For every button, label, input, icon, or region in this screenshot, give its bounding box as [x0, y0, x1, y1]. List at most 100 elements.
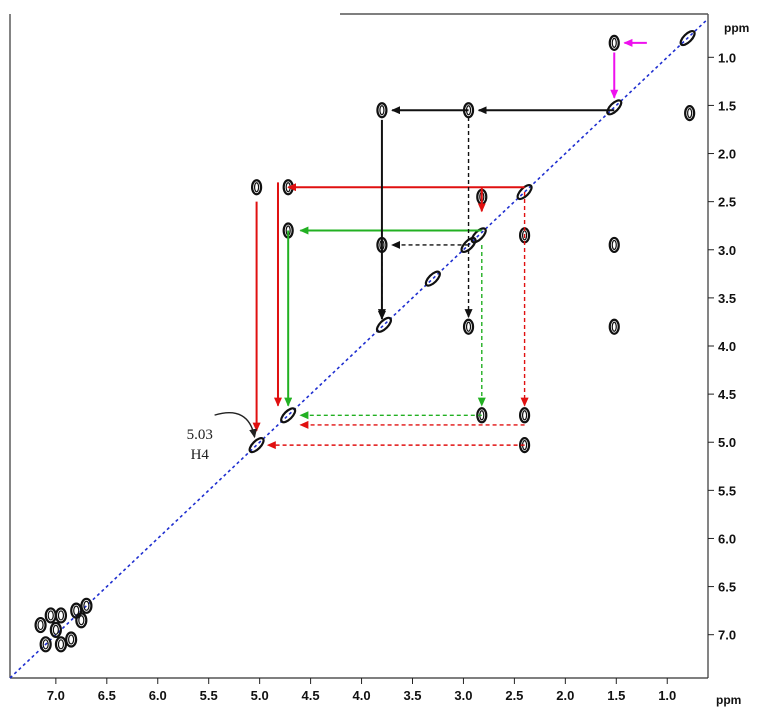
diagonal-peak — [460, 236, 477, 254]
x-tick-label: 1.0 — [658, 688, 676, 703]
peak-contour-inner — [521, 410, 528, 421]
peak-contour-inner — [68, 634, 75, 645]
peak-contour-inner — [73, 605, 80, 616]
peak-contour-inner — [52, 624, 59, 635]
peak-contour-outer — [248, 437, 265, 454]
peak-contour-outer — [75, 612, 88, 629]
peak-contour-outer — [608, 318, 620, 335]
aromatic-peak — [70, 602, 83, 619]
y-tick-label: 4.5 — [718, 387, 736, 402]
y-tick-label: 2.0 — [718, 147, 736, 162]
peak-contour-outer — [608, 34, 620, 51]
peak-contour-outer — [65, 631, 78, 648]
aromatic-peak — [34, 616, 47, 634]
y-tick-label: 1.5 — [718, 98, 736, 113]
peak-contour-outer — [375, 316, 393, 333]
annotation-arrow — [214, 412, 258, 439]
peak-contour-outer — [376, 102, 388, 119]
x-tick-label: 5.0 — [251, 688, 269, 703]
peak-contour-inner — [611, 239, 617, 251]
x-tick-label: 4.5 — [302, 688, 320, 703]
y-tick-label: 3.5 — [718, 291, 736, 306]
peak-contour-outer — [34, 616, 47, 634]
y-tick-label: 2.5 — [718, 195, 736, 210]
y-tick-label: 6.5 — [718, 580, 736, 595]
peak-contour-outer — [679, 29, 696, 47]
peak-contour-outer — [518, 437, 531, 454]
peak-contour-outer — [462, 318, 475, 335]
peak-contour-outer — [460, 236, 477, 254]
diagonal-peak — [424, 270, 441, 287]
cross-peak — [518, 407, 531, 424]
peak-contour-outer — [608, 236, 620, 254]
annotation-label: H4 — [191, 447, 210, 463]
diagonal-peak — [375, 316, 393, 333]
y-tick-label: 6.0 — [718, 531, 736, 546]
aromatic-peak — [49, 621, 62, 638]
cross-peak — [684, 105, 696, 122]
cross-peak — [250, 179, 263, 196]
x-tick-label: 4.0 — [353, 688, 371, 703]
y-unit-label: ppm — [724, 21, 749, 35]
diagonal-peak — [248, 437, 265, 454]
peak-contour-outer — [476, 407, 488, 424]
peak-contour-outer — [39, 636, 52, 653]
peak-contour-outer — [684, 105, 696, 122]
annotation-value: 5.03 — [187, 427, 213, 443]
aromatic-peak — [39, 636, 52, 653]
x-tick-label: 5.5 — [200, 688, 218, 703]
x-tick-label: 2.5 — [505, 688, 523, 703]
peak-contour-inner — [57, 639, 65, 650]
aromatic-peak — [80, 597, 93, 614]
cross-peak — [462, 318, 475, 335]
peak-contour-outer — [49, 621, 62, 638]
peak-contour-inner — [379, 105, 385, 116]
diagonal-peak — [280, 407, 297, 424]
diagonal-peak — [679, 29, 696, 47]
peak-contour-inner — [37, 619, 44, 631]
diagonal-peak — [516, 183, 533, 201]
peak-contour-inner — [83, 600, 90, 611]
peak-contour-outer — [54, 636, 68, 653]
y-tick-label: 3.0 — [718, 243, 736, 258]
x-tick-label: 3.5 — [403, 688, 421, 703]
y-tick-label: 7.0 — [718, 628, 736, 643]
x-unit-label: ppm — [716, 693, 741, 707]
peak-contour-inner — [611, 37, 617, 48]
peak-contour-outer — [518, 407, 531, 424]
peak-contour-inner — [253, 182, 260, 193]
y-tick-label: 5.5 — [718, 483, 736, 498]
aromatic-peak — [65, 631, 78, 648]
peak-contour-outer — [80, 597, 93, 614]
cross-peak — [608, 34, 620, 51]
peak-contour-outer — [424, 270, 441, 287]
aromatic-peak — [44, 607, 57, 624]
x-tick-label: 6.5 — [98, 688, 116, 703]
peak-contour-outer — [516, 183, 533, 201]
aromatic-peak — [54, 607, 68, 624]
diagonal-line — [9, 18, 709, 679]
diagonal-peak — [470, 227, 487, 244]
peak-contour-inner — [78, 615, 85, 626]
x-tick-label: 1.5 — [607, 688, 625, 703]
peak-contour-inner — [42, 639, 49, 650]
aromatic-peak — [75, 612, 88, 629]
y-tick-label: 5.0 — [718, 435, 736, 450]
peak-contour-inner — [57, 610, 65, 621]
y-tick-label: 1.0 — [718, 50, 736, 65]
peak-contour-inner — [47, 610, 54, 621]
cross-peak — [376, 102, 388, 119]
peak-contour-inner — [687, 108, 693, 119]
peak-contour-outer — [280, 407, 297, 424]
peak-contour-outer — [250, 179, 263, 196]
peak-contour-inner — [465, 321, 472, 332]
cross-peak — [608, 236, 620, 254]
x-tick-label: 6.0 — [149, 688, 167, 703]
peak-contour-inner — [611, 321, 617, 332]
peak-contour-outer — [54, 607, 68, 624]
y-tick-label: 4.0 — [718, 339, 736, 354]
diagonal-peak — [606, 99, 623, 116]
x-tick-label: 7.0 — [47, 688, 65, 703]
peak-contour-outer — [606, 99, 623, 116]
